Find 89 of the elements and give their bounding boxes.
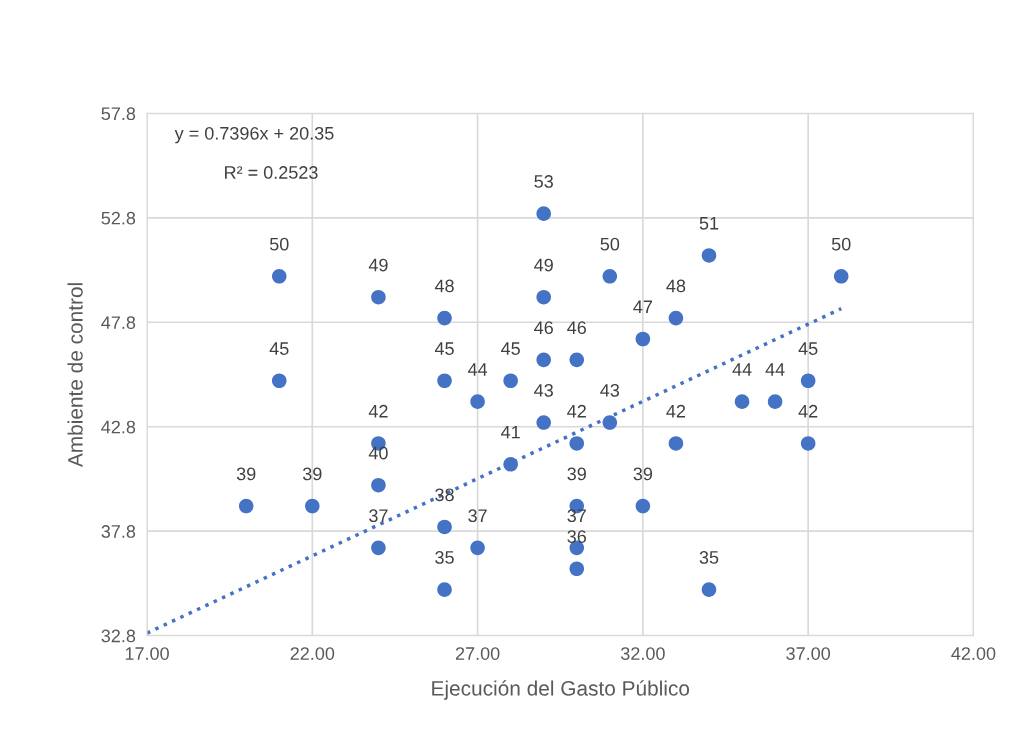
point [437,373,452,389]
point [536,289,551,305]
x-tick-label: 32.00 [620,647,665,660]
x-tick-label: 17.00 [125,647,169,660]
data-label: 44 [732,363,752,376]
data-label: 46 [534,321,553,335]
annotation: R² = 0.2523 [225,166,318,179]
point [569,352,585,368]
y-axis-title: Ambiente de control [67,283,83,468]
point [833,269,849,284]
point [701,248,717,263]
data-label: 43 [534,383,553,397]
data-label: 35 [699,551,719,564]
point [800,436,816,451]
annotation: y = 0.7396x + 20.35 [174,126,334,144]
point [734,394,750,409]
point [371,289,386,305]
x-tick-label: 22.00 [290,647,335,660]
y-tick-label: 32.8 [101,629,136,643]
data-label: 43 [600,383,620,397]
data-label: 41 [501,425,520,439]
point [470,394,485,409]
data-label: 40 [368,446,388,460]
data-label: 45 [269,342,289,355]
point [767,394,783,409]
point [602,269,618,284]
data-label: 47 [633,300,653,314]
data-label: 48 [666,279,686,293]
data-label: 45 [434,342,454,355]
y-tick-label: 52.8 [101,211,136,225]
data-label: 50 [831,237,851,251]
data-label: 39 [302,467,322,481]
data-label: 39 [236,467,256,481]
data-label: 37 [468,509,487,523]
data-label: 50 [600,237,620,251]
point [305,498,320,514]
point [569,436,585,451]
x-tick-label: 27.00 [455,647,500,660]
point [271,373,287,389]
point [635,498,651,514]
point [536,415,551,430]
x-tick-label: 42.00 [951,647,996,660]
data-label: 45 [798,342,818,355]
data-label: 35 [435,551,454,564]
x-axis-title: Ejecución del Gasto Público [432,680,690,700]
point [635,331,651,347]
point [371,477,386,493]
data-label: 38 [435,488,454,502]
point [668,310,684,326]
point [238,498,254,514]
data-label: 51 [699,217,719,230]
y-tick-label: 57.8 [101,107,136,121]
data-label: 45 [501,342,520,355]
data-label: 42 [798,404,818,418]
data-label: 36 [567,530,587,543]
point [437,582,452,597]
point [536,352,551,368]
data-label: 39 [567,467,586,481]
point [668,436,684,451]
point [437,519,452,535]
point [503,373,518,389]
point [602,415,618,430]
data-label: 46 [567,321,587,335]
y-tick-label: 47.8 [101,316,136,329]
point [701,582,717,597]
data-label: 49 [534,258,553,272]
point [800,373,816,389]
data-label: 42 [567,404,586,418]
data-label: 37 [567,509,586,523]
point [371,540,386,556]
data-label: 48 [434,279,454,293]
data-label: 39 [633,467,653,481]
point [536,206,551,221]
point [271,269,287,284]
y-tick-label: 37.8 [101,525,136,538]
point [569,561,585,577]
data-label: 42 [368,404,388,418]
data-label: 53 [534,175,553,188]
data-label: 37 [369,509,388,523]
point [470,540,485,556]
data-label: 50 [269,237,289,251]
data-label: 49 [368,258,388,272]
data-label: 42 [666,404,686,418]
data-label: 44 [467,363,488,376]
y-tick-label: 42.8 [101,420,136,434]
point [437,310,452,326]
x-tick-label: 37.00 [786,647,831,660]
point [503,457,518,472]
data-label: 44 [765,363,785,376]
